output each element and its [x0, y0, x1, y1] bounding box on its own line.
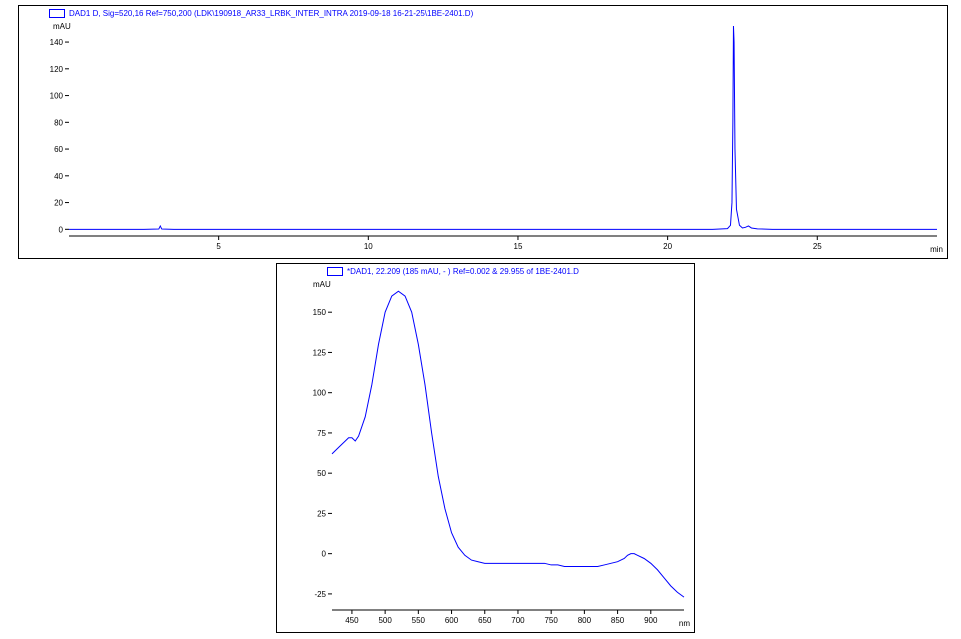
svg-text:750: 750 [544, 616, 558, 625]
chromatogram-plot: 5 10 15 20 25 0 20 40 60 80 100 120 140 [19, 6, 947, 258]
chromatogram-title: DAD1 D, Sig=520,16 Ref=750,200 (LDK\1909… [69, 9, 473, 18]
spectrum-plot: 450 500 550 600 650 700 750 800 850 900 -25 0 25 50 75… [277, 264, 694, 632]
svg-text:0: 0 [322, 550, 327, 559]
svg-text:0: 0 [59, 225, 64, 234]
svg-text:25: 25 [813, 242, 822, 251]
chromatogram-y-label: mAU [53, 22, 71, 31]
spectrum-title: *DAD1, 22.209 (185 mAU, - ) Ref=0.002 & … [347, 267, 579, 276]
svg-text:40: 40 [54, 172, 63, 181]
svg-text:700: 700 [511, 616, 525, 625]
svg-text:-25: -25 [314, 590, 326, 599]
svg-text:100: 100 [50, 92, 64, 101]
svg-text:75: 75 [317, 429, 326, 438]
svg-text:450: 450 [345, 616, 359, 625]
spectrum-y-label: mAU [313, 280, 331, 289]
svg-text:15: 15 [514, 242, 523, 251]
svg-text:500: 500 [378, 616, 392, 625]
svg-text:150: 150 [313, 308, 327, 317]
chromatogram-panel: DAD1 D, Sig=520,16 Ref=750,200 (LDK\1909… [18, 5, 948, 259]
svg-text:20: 20 [663, 242, 672, 251]
svg-text:900: 900 [644, 616, 658, 625]
svg-text:125: 125 [313, 348, 327, 357]
svg-text:800: 800 [578, 616, 592, 625]
legend-swatch [327, 267, 343, 276]
legend-swatch [49, 9, 65, 18]
svg-text:10: 10 [364, 242, 373, 251]
chromatogram-x-label: min [930, 245, 943, 254]
svg-text:80: 80 [54, 118, 63, 127]
svg-text:120: 120 [50, 65, 64, 74]
chromatogram-legend: DAD1 D, Sig=520,16 Ref=750,200 (LDK\1909… [49, 9, 473, 18]
spectrum-panel: *DAD1, 22.209 (185 mAU, - ) Ref=0.002 & … [276, 263, 695, 633]
svg-text:5: 5 [216, 242, 221, 251]
svg-text:850: 850 [611, 616, 625, 625]
spectrum-x-label: nm [679, 619, 690, 628]
svg-text:50: 50 [317, 469, 326, 478]
svg-text:25: 25 [317, 509, 326, 518]
svg-text:140: 140 [50, 38, 64, 47]
svg-text:550: 550 [412, 616, 426, 625]
svg-text:600: 600 [445, 616, 459, 625]
svg-text:100: 100 [313, 389, 327, 398]
svg-text:60: 60 [54, 145, 63, 154]
svg-text:20: 20 [54, 199, 63, 208]
svg-text:650: 650 [478, 616, 492, 625]
spectrum-legend: *DAD1, 22.209 (185 mAU, - ) Ref=0.002 & … [327, 267, 579, 276]
